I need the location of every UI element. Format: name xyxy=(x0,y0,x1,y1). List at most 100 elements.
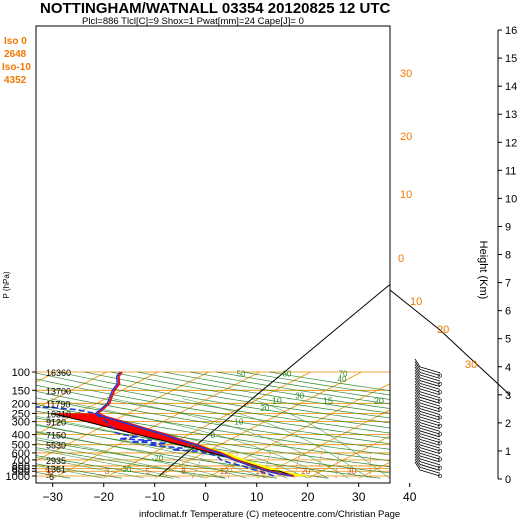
wind-barb-circle xyxy=(438,415,442,420)
wind-barb-circle xyxy=(438,440,442,445)
isotherm-line xyxy=(0,372,5,478)
wind-barb xyxy=(419,444,441,452)
wind-barb xyxy=(419,424,441,432)
pressure-tick-label: 250 xyxy=(12,408,30,420)
height-tick-label: 8 xyxy=(505,250,511,262)
wind-barb-circle xyxy=(438,390,442,394)
wind-barb-circle xyxy=(438,373,442,378)
moist-adiabat xyxy=(36,465,104,479)
adiabat-label: 0 xyxy=(211,431,216,440)
wind-barb-circle xyxy=(438,407,442,411)
wind-barb-feather xyxy=(414,372,421,381)
isotherm-label: 10 xyxy=(272,396,282,406)
wind-barb-feather xyxy=(414,458,421,468)
wind-barb xyxy=(419,469,441,477)
wind-barb xyxy=(419,391,441,399)
wind-barb-feather xyxy=(414,405,421,415)
pressure-tick-label: 700 xyxy=(12,455,30,467)
isotherm-line xyxy=(461,372,521,478)
height-tick-label: 0 xyxy=(505,474,511,486)
wind-barb-feather xyxy=(414,361,421,370)
pressure-tick-label: 100 xyxy=(12,367,30,379)
geopotential-label: 7150 xyxy=(46,431,66,441)
adiabat-label: 40 xyxy=(338,375,347,384)
height-tick-label: 9 xyxy=(505,221,511,233)
temperature-tick-label: −30 xyxy=(43,490,64,504)
wind-barb-feather xyxy=(414,445,421,454)
wind-barb-feather xyxy=(414,433,421,443)
wind-barb xyxy=(419,422,441,429)
wind-barb-feather xyxy=(414,442,421,451)
hodograph-panel: 30 20 10 0 10 20 30 xyxy=(389,68,511,396)
geopotential-label: 16360 xyxy=(46,368,71,378)
wind-barb xyxy=(419,366,441,374)
wind-barb xyxy=(419,427,441,435)
pressure-tick-label: 850 xyxy=(12,464,30,476)
dry-adiabat xyxy=(36,390,390,450)
hodograph-outline xyxy=(389,289,511,396)
wind-barb xyxy=(419,436,441,443)
temperature-axis: −30 −20 −10 0 10 20 30 40 xyxy=(43,483,417,504)
adiabat-label: 10 xyxy=(234,418,243,427)
moist-adiabat xyxy=(182,398,370,479)
adiabat-label: 30 xyxy=(295,392,304,401)
chart-subtitle: Plcl=886 Tlcl[C]=9 Shox=1 Pwat[mm]=24 Ca… xyxy=(82,16,304,27)
chart-title: NOTTINGHAM/WATNALL 03354 20120825 12 UTC xyxy=(40,0,391,17)
wind-barb-feather xyxy=(414,397,421,407)
right-axis-label: Height (Km) xyxy=(477,241,489,300)
dry-adiabat xyxy=(110,371,390,419)
wind-barb-feather xyxy=(414,431,421,440)
height-tick-label: 12 xyxy=(505,137,517,149)
isotherm-line xyxy=(52,371,260,479)
height-tick-label: 14 xyxy=(505,81,517,93)
wind-barb-feather xyxy=(414,428,421,437)
wind-barb xyxy=(419,447,441,455)
mixing-ratio-label: 5 xyxy=(146,467,151,476)
mixing-ratio-label: 20 xyxy=(301,467,310,476)
geopotential-label: -6 xyxy=(46,472,54,482)
geopotential-label: 2935 xyxy=(46,456,66,466)
hodograph-label: 30 xyxy=(400,68,412,80)
wind-barb xyxy=(419,413,441,421)
wind-barb-feather xyxy=(414,403,421,412)
adiabat-label: 60 xyxy=(282,369,291,378)
pressure-tick-label: 900 xyxy=(12,466,30,478)
dry-adiabat xyxy=(36,439,278,479)
wind-barb-feather xyxy=(414,425,421,434)
wind-barb-feather xyxy=(414,394,421,404)
wind-barb xyxy=(419,416,441,424)
pressure-tick-label: 400 xyxy=(12,430,30,442)
dry-adiabat xyxy=(58,371,390,429)
adiabat-label: 50 xyxy=(237,369,246,378)
wind-barb-feather xyxy=(414,417,421,426)
height-tick-label: 16 xyxy=(505,25,517,37)
wind-barb xyxy=(419,408,441,416)
wind-barb-feather xyxy=(414,364,421,373)
wind-barb-feather xyxy=(414,450,421,460)
geopotential-label: 9120 xyxy=(46,418,66,428)
isotherm-label: 20 xyxy=(374,396,384,406)
wind-barb xyxy=(419,385,441,393)
height-tick-label: 11 xyxy=(505,165,516,177)
adiabat-label: 70 xyxy=(339,369,348,378)
moist-adiabat xyxy=(36,457,145,479)
isotherm-line xyxy=(36,371,158,435)
temperature-tick-label: −20 xyxy=(94,490,115,504)
wind-barb-circle xyxy=(438,457,442,462)
wind-barb-feather xyxy=(414,461,421,471)
hodograph-label: 30 xyxy=(465,359,477,371)
wind-barb xyxy=(419,394,441,401)
wind-barb-circle xyxy=(438,423,442,428)
wind-barb-feather xyxy=(414,358,421,368)
wind-barb-circle xyxy=(438,432,442,437)
moist-adiabat xyxy=(250,398,390,479)
moist-adiabat xyxy=(36,437,227,479)
mixing-ratio-line xyxy=(317,452,322,479)
cape-cin-area xyxy=(51,413,312,476)
wind-barb xyxy=(419,371,441,379)
temperature-tick-label: 30 xyxy=(352,490,366,504)
wind-barb xyxy=(419,458,441,466)
dry-adiabat xyxy=(84,371,390,424)
iso0-value: 2648 xyxy=(4,49,27,60)
